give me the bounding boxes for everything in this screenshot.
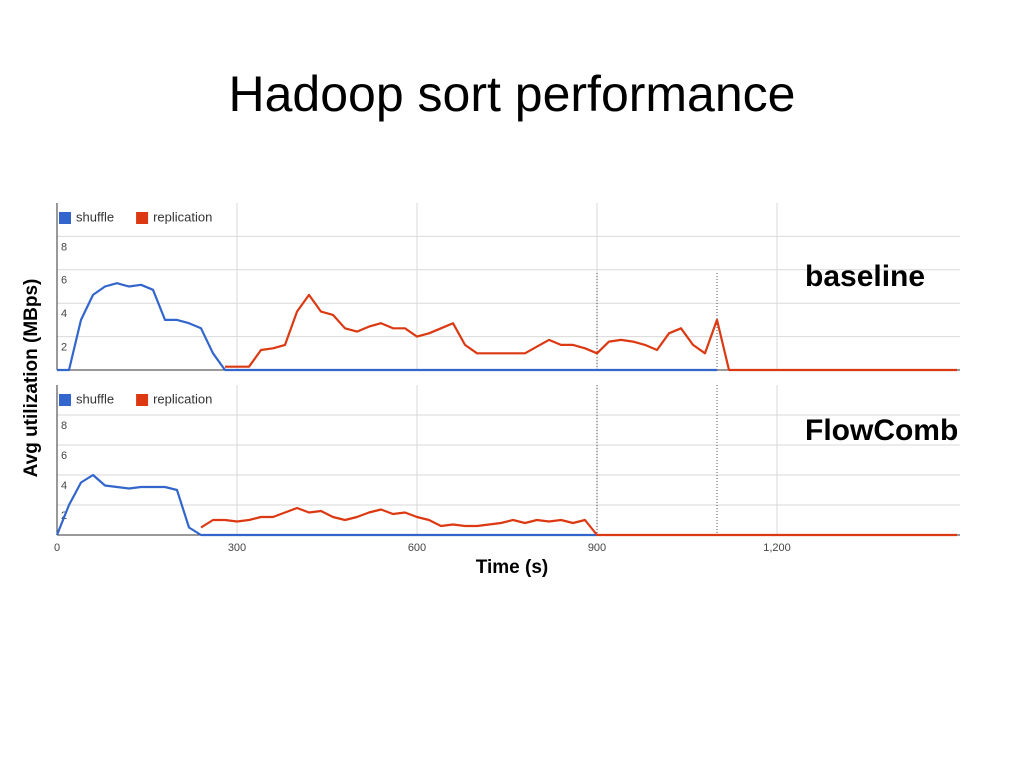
y-tick-label: 4 (61, 308, 67, 320)
x-tick-label: 0 (54, 542, 60, 554)
legend-swatch (136, 212, 149, 224)
legend-label: replication (153, 209, 212, 224)
series-line (55, 473, 597, 537)
y-tick-label: 6 (61, 450, 67, 462)
y-axis-label: Avg utilization (MBps) (21, 279, 42, 478)
x-tick-label: 900 (588, 542, 606, 554)
y-tick-label: 6 (61, 275, 67, 287)
series-line (225, 293, 957, 372)
legend-swatch (59, 212, 71, 224)
legend-swatch (59, 394, 71, 406)
series-line (200, 506, 957, 537)
x-axis-label: Time (s) (476, 557, 549, 578)
y-tick-label: 8 (61, 241, 67, 253)
y-tick-label: 4 (61, 480, 67, 492)
legend-swatch (136, 394, 149, 406)
legend-label: shuffle (76, 209, 114, 224)
legend-label: shuffle (76, 391, 114, 406)
legend-label: replication (153, 391, 212, 406)
series-line (57, 282, 717, 372)
y-tick-label: 8 (61, 420, 67, 432)
slide-title: Hadoop sort performance (229, 66, 796, 122)
y-tick-label: 2 (61, 342, 67, 354)
x-tick-label: 1,200 (763, 542, 791, 554)
chart-annotation: baseline (805, 260, 925, 293)
x-tick-label: 600 (408, 542, 426, 554)
chart-annotation: FlowComb (805, 414, 958, 447)
x-tick-label: 300 (228, 542, 246, 554)
